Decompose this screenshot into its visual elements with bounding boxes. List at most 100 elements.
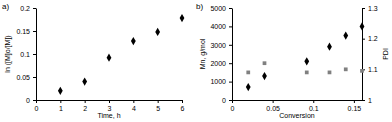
tick-label: 0.1 [309, 105, 319, 112]
tick: 2000 [210, 60, 232, 67]
tick: 0 [26, 97, 36, 104]
tick-label: 0 [222, 97, 226, 104]
tick: 0 [222, 97, 232, 104]
tick: 2 [83, 100, 87, 112]
panel-label: b) [196, 2, 203, 11]
tick-mark [229, 26, 232, 27]
plot-area [58, 14, 184, 95]
tick-label: 2000 [210, 60, 226, 67]
tick-label: 6 [181, 105, 185, 112]
tick: 0.05 [266, 100, 280, 112]
tick: 1.3 [362, 5, 378, 12]
axis-line [36, 9, 37, 101]
tick: 1 [59, 100, 63, 112]
y-axis: 0 1000 2000 3000 4000 5000 [210, 5, 232, 104]
tick: 1.2 [362, 35, 378, 42]
tick: 5 [156, 100, 160, 112]
tick: 4 [132, 100, 136, 112]
tick-mark [158, 100, 159, 103]
tick-mark [273, 100, 274, 103]
axis-line [362, 9, 363, 101]
tick: 0.1 [20, 51, 36, 58]
x-axis: 0 1 2 3 4 5 6 [35, 100, 185, 112]
tick-mark [33, 77, 36, 78]
plot-area [246, 22, 365, 91]
tick-label: 0 [35, 105, 39, 112]
tick-label: 1.1 [368, 66, 378, 73]
tick-label: 0.05 [16, 74, 30, 81]
tick-mark [182, 100, 183, 103]
tick-mark [133, 100, 134, 103]
x-axis-title: Conversion [279, 112, 315, 119]
tick-mark [362, 100, 365, 101]
tick: 0.2 [20, 5, 36, 12]
axis-line [233, 100, 363, 101]
y2-axis: 1 1.1 1.2 1.3 [362, 5, 378, 104]
y-axis: 0 0.05 0.1 0.15 0.2 [16, 5, 36, 104]
tick-label: 1.2 [368, 35, 378, 42]
tick-mark [33, 31, 36, 32]
panel-label: a) [2, 2, 9, 11]
point [328, 71, 332, 75]
tick-mark [33, 8, 36, 9]
tick: 3 [108, 100, 112, 112]
point [107, 54, 112, 62]
tick-mark [33, 54, 36, 55]
tick: 3000 [210, 42, 232, 49]
point [327, 42, 332, 50]
axis-line [232, 9, 233, 101]
tick-label: 4000 [210, 23, 226, 30]
tick-label: 5 [156, 105, 160, 112]
point [82, 77, 87, 85]
tick-label: 1.3 [368, 5, 378, 12]
tick-mark [229, 100, 232, 101]
tick-label: 4 [132, 105, 136, 112]
y2-axis-title: PDI [382, 48, 389, 60]
tick-label: 3000 [210, 42, 226, 49]
tick-label: 0.15 [16, 28, 30, 35]
tick-label: 1 [368, 97, 372, 104]
tick-mark [85, 100, 86, 103]
point [360, 22, 365, 30]
tick-mark [229, 45, 232, 46]
tick-mark [109, 100, 110, 103]
point [246, 83, 251, 91]
y-axis-title: ln ([M]o/[M]) [4, 35, 12, 72]
tick: 0 [35, 100, 39, 112]
tick-mark [60, 100, 61, 103]
tick: 1000 [210, 78, 232, 85]
tick: 6 [181, 100, 185, 112]
tick-mark [362, 39, 365, 40]
tick-label: 5000 [210, 5, 226, 12]
tick-mark [229, 82, 232, 83]
tick-label: 0.1 [20, 51, 30, 58]
point [344, 67, 348, 71]
tick-label: 0.15 [348, 105, 362, 112]
point [262, 72, 267, 80]
point [155, 28, 160, 36]
tick: 0.15 [16, 28, 36, 35]
tick-label: 0 [231, 105, 235, 112]
tick: 0 [231, 100, 235, 112]
tick: 1 [362, 97, 372, 104]
tick: 0.05 [16, 74, 36, 81]
point [131, 37, 136, 45]
tick: 0.15 [348, 100, 362, 112]
point [305, 71, 309, 75]
tick-label: 1 [59, 105, 63, 112]
tick-label: 0 [26, 97, 30, 104]
y-axis-title: Mn, g/mol [199, 38, 207, 69]
panel: 0 0.05 0.1 0.15 0 1000 2000 3000 4000 5000 1 1.1 1.2… [196, 2, 389, 119]
tick-label: 3 [108, 105, 112, 112]
tick: 5000 [210, 5, 232, 12]
point [246, 71, 250, 75]
point [180, 14, 185, 22]
tick-mark [313, 100, 314, 103]
panel: 012345600.050.10.150.2a)Time, hln ([M]o/… [2, 2, 185, 119]
x-axis: 0 0.05 0.1 0.15 [231, 100, 363, 112]
point [343, 31, 348, 39]
point [58, 87, 63, 95]
point [304, 57, 309, 65]
tick: 4000 [210, 23, 232, 30]
tick-mark [362, 8, 365, 9]
